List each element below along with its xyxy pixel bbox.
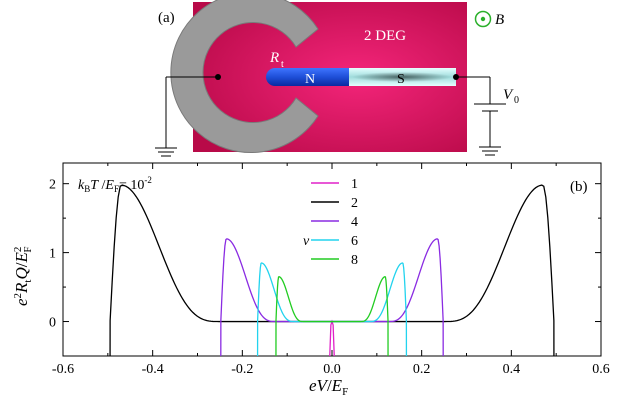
panel-a-label: (a) bbox=[158, 10, 175, 26]
x-tick-label: 0.0 bbox=[323, 362, 341, 377]
legend-label-nu-6: 6 bbox=[351, 234, 358, 249]
x-tick-label: -0.2 bbox=[231, 362, 253, 377]
x-axis-label: eV/EF bbox=[309, 376, 348, 398]
field-out-of-page-icon bbox=[474, 10, 492, 28]
panel-a: (a) 2 DEG R t N S bbox=[155, 0, 519, 157]
n-wire bbox=[266, 68, 349, 86]
voltage-subscript: 0 bbox=[514, 95, 519, 106]
x-tick-label: 0.2 bbox=[413, 362, 431, 377]
voltage-label: V bbox=[503, 87, 514, 103]
legend-label-nu-2: 2 bbox=[351, 196, 358, 211]
legend-title: ν bbox=[303, 234, 310, 249]
legend-label-nu-1: 1 bbox=[351, 177, 358, 192]
y-axis-label: e2RtQ/E2F bbox=[12, 246, 34, 306]
left-circuit bbox=[155, 76, 218, 157]
temperature-annotation: kBT /EF= 10-2 bbox=[78, 175, 152, 194]
y-tick-label: 0 bbox=[49, 316, 56, 331]
left-contact-dot bbox=[215, 74, 221, 80]
deg-label: 2 DEG bbox=[364, 28, 406, 44]
s-wire-shading bbox=[352, 72, 452, 82]
series-line-nu-2 bbox=[109, 184, 555, 357]
legend-label-nu-4: 4 bbox=[351, 215, 358, 230]
series-line-nu-8 bbox=[275, 276, 389, 357]
x-tick-label: -0.6 bbox=[52, 362, 74, 377]
right-contact-dot bbox=[453, 74, 459, 80]
axis-ticks: -0.6 -0.4 -0.2 0.0 0.2 0.4 0.6 0 1 2 bbox=[49, 163, 610, 377]
resistor-label: R bbox=[269, 50, 279, 66]
n-label: N bbox=[305, 72, 315, 87]
series-layer bbox=[109, 184, 555, 357]
panel-b-chart: -0.6 -0.4 -0.2 0.0 0.2 0.4 0.6 0 1 2 1 2 4 6 8 (b) kB… bbox=[12, 162, 610, 398]
x-tick-label: -0.4 bbox=[142, 362, 164, 377]
y-tick-label: 2 bbox=[49, 178, 56, 193]
right-circuit bbox=[456, 76, 506, 156]
c-shaped-contact bbox=[170, 0, 319, 153]
legend-label-nu-8: 8 bbox=[351, 253, 358, 268]
field-dot-icon bbox=[480, 16, 486, 22]
panel-b-label: (b) bbox=[570, 179, 588, 195]
s-label: S bbox=[397, 72, 405, 87]
field-label: B bbox=[495, 12, 504, 28]
legend: 1 2 4 6 8 bbox=[311, 177, 358, 268]
x-tick-label: 0.4 bbox=[503, 362, 521, 377]
x-tick-label: 0.6 bbox=[592, 362, 610, 377]
resistor-subscript: t bbox=[281, 59, 284, 70]
y-tick-label: 1 bbox=[49, 247, 56, 262]
series-line-nu-4 bbox=[220, 238, 444, 357]
